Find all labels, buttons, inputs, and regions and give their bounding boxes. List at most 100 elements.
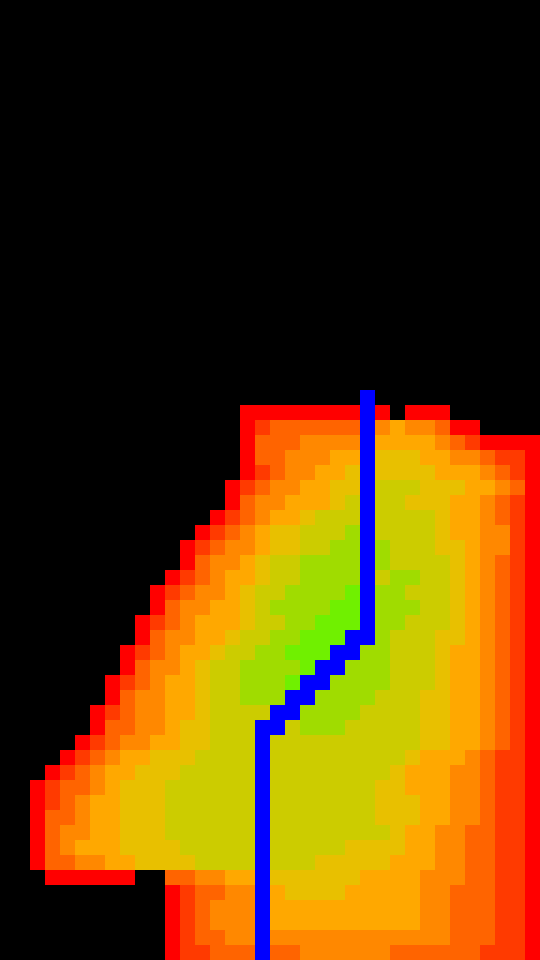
heat-cell xyxy=(465,750,480,765)
heat-cell xyxy=(390,945,405,960)
heat-cell xyxy=(180,600,195,615)
heat-cell xyxy=(465,945,480,960)
heat-cell xyxy=(195,660,210,675)
heat-cell xyxy=(405,420,420,435)
heat-cell xyxy=(390,750,405,765)
heat-cell xyxy=(375,855,390,870)
heat-cell xyxy=(180,705,195,720)
heat-cell xyxy=(405,480,420,495)
heat-cell xyxy=(420,900,435,915)
heat-cell xyxy=(270,570,285,585)
heat-cell xyxy=(510,645,525,660)
heat-cell xyxy=(465,645,480,660)
heat-cell xyxy=(480,615,495,630)
heat-cell xyxy=(465,450,480,465)
heat-cell xyxy=(345,870,360,885)
heat-cell xyxy=(300,945,315,960)
heat-cell xyxy=(120,750,135,765)
heat-cell xyxy=(360,645,375,660)
heat-cell xyxy=(450,660,465,675)
heat-cell xyxy=(180,555,195,570)
heat-cell xyxy=(165,840,180,855)
heat-cell xyxy=(195,570,210,585)
heat-cell xyxy=(195,585,210,600)
heat-cell xyxy=(450,900,465,915)
heat-cell xyxy=(270,825,285,840)
heat-cell xyxy=(420,435,435,450)
heat-cell xyxy=(420,735,435,750)
heat-cell xyxy=(285,735,300,750)
heat-cell xyxy=(375,465,390,480)
heat-cell xyxy=(165,870,180,885)
heat-cell xyxy=(195,600,210,615)
heat-cell xyxy=(450,930,465,945)
heat-cell xyxy=(330,450,345,465)
heat-cell xyxy=(450,825,465,840)
heat-cell xyxy=(90,750,105,765)
heat-cell xyxy=(165,570,180,585)
heat-cell xyxy=(195,705,210,720)
heat-cell xyxy=(495,555,510,570)
heat-cell xyxy=(135,840,150,855)
heat-cell xyxy=(525,495,540,510)
heat-cell xyxy=(390,660,405,675)
heat-cell xyxy=(480,720,495,735)
heat-cell xyxy=(480,825,495,840)
heat-cell xyxy=(270,510,285,525)
heat-cell xyxy=(360,795,375,810)
heat-cell xyxy=(405,435,420,450)
heat-cell xyxy=(345,825,360,840)
heat-cell xyxy=(165,690,180,705)
heat-cell xyxy=(255,675,270,690)
heat-cell xyxy=(240,780,255,795)
heat-cell xyxy=(240,855,255,870)
heat-cell xyxy=(375,585,390,600)
heat-cell xyxy=(450,870,465,885)
heat-cell xyxy=(225,510,240,525)
heat-cell xyxy=(285,720,300,735)
heat-cell xyxy=(180,735,195,750)
heat-cell xyxy=(285,630,300,645)
heat-cell xyxy=(435,750,450,765)
heat-cell xyxy=(510,660,525,675)
heat-cell xyxy=(210,750,225,765)
heat-cell xyxy=(165,930,180,945)
heat-cell xyxy=(465,525,480,540)
heat-cell xyxy=(255,525,270,540)
heat-cell xyxy=(480,705,495,720)
heat-cell xyxy=(420,480,435,495)
heat-cell xyxy=(390,540,405,555)
heat-cell xyxy=(450,450,465,465)
heat-cell xyxy=(420,450,435,465)
heat-cell xyxy=(405,885,420,900)
heat-cell xyxy=(480,810,495,825)
heat-cell xyxy=(315,705,330,720)
heat-cell xyxy=(405,510,420,525)
heat-cell xyxy=(375,840,390,855)
heat-cell xyxy=(225,810,240,825)
heat-cell xyxy=(495,675,510,690)
heat-cell xyxy=(180,690,195,705)
heat-cell xyxy=(315,750,330,765)
heat-cell xyxy=(495,465,510,480)
heat-cell xyxy=(375,735,390,750)
heat-cell xyxy=(330,435,345,450)
heat-cell xyxy=(255,465,270,480)
heat-cell xyxy=(360,870,375,885)
heat-cell xyxy=(210,660,225,675)
heat-cell xyxy=(345,885,360,900)
heat-cell xyxy=(165,675,180,690)
heat-cell xyxy=(120,795,135,810)
heat-cell xyxy=(60,870,75,885)
heat-cell xyxy=(315,495,330,510)
heat-cell xyxy=(285,855,300,870)
heat-cell xyxy=(495,720,510,735)
heat-cell xyxy=(510,780,525,795)
heat-cell xyxy=(510,855,525,870)
heat-cell xyxy=(450,795,465,810)
heat-cell xyxy=(315,840,330,855)
heat-cell xyxy=(525,870,540,885)
heat-cell xyxy=(180,825,195,840)
heat-cell xyxy=(435,660,450,675)
